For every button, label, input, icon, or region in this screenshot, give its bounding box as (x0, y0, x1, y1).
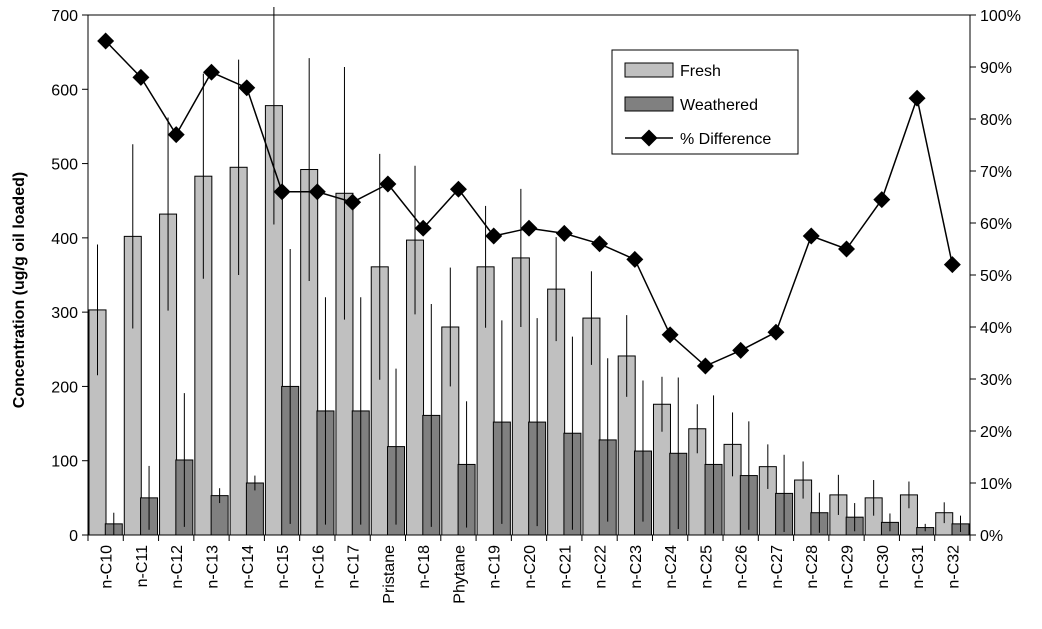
left-tick-label: 700 (51, 8, 78, 25)
x-tick-label: n-C29 (840, 545, 857, 589)
x-tick-label: n-C12 (169, 545, 186, 589)
x-tick-label: n-C26 (734, 545, 751, 589)
left-tick-label: 300 (51, 305, 78, 322)
difference-marker (485, 227, 503, 245)
right-tick-label: 70% (980, 164, 1012, 181)
legend: Fresh Weathered % Difference (611, 49, 799, 155)
legend-label-fresh: Fresh (680, 63, 721, 80)
difference-marker (802, 227, 820, 245)
y-axis-label: Concentration (ug/g oil loaded) (11, 172, 28, 408)
tick-labels: 0 100 200 300 400 500 600 700 0% 10% 20% 30% 40% 50% 6… (51, 8, 1021, 604)
legend-label-weathered: Weathered (680, 97, 758, 114)
right-tick-label: 30% (980, 372, 1012, 389)
difference-marker (202, 63, 220, 81)
x-tick-label: n-C28 (804, 545, 821, 589)
x-tick-label: n-C18 (416, 545, 433, 589)
difference-marker (732, 341, 750, 359)
left-tick-label: 200 (51, 379, 78, 396)
legend-swatch-weathered (624, 96, 674, 112)
left-tick-label: 0 (69, 528, 78, 545)
x-tick-label: n-C22 (593, 545, 610, 589)
x-tick-label: n-C10 (99, 545, 116, 589)
x-tick-label: n-C32 (945, 545, 962, 589)
right-tick-label: 60% (980, 216, 1012, 233)
difference-marker (132, 68, 150, 86)
difference-marker (661, 326, 679, 344)
legend-label-difference: % Difference (680, 131, 771, 148)
x-tick-label: n-C31 (910, 545, 927, 589)
x-tick-label: n-C27 (769, 545, 786, 589)
x-tick-label: n-C11 (134, 545, 151, 587)
difference-marker (626, 250, 644, 268)
weathered-bar (245, 482, 264, 536)
percent-difference-series (97, 32, 961, 375)
difference-marker (555, 224, 573, 242)
difference-marker (908, 89, 926, 107)
x-tick-label: n-C17 (346, 545, 363, 589)
difference-marker (238, 79, 256, 97)
x-tick-label: n-C14 (240, 545, 257, 589)
error-bars (97, 7, 961, 535)
x-tick-label: Pristane (381, 545, 398, 604)
difference-marker (97, 32, 115, 50)
difference-marker (767, 323, 785, 341)
difference-marker (943, 256, 961, 274)
right-tick-label: 10% (980, 476, 1012, 493)
right-tick-label: 50% (980, 268, 1012, 285)
difference-marker (167, 126, 185, 144)
difference-marker (591, 235, 609, 253)
right-tick-label: 40% (980, 320, 1012, 337)
left-tick-label: 400 (51, 231, 78, 248)
x-tick-label: Phytane (451, 545, 468, 604)
x-tick-label: n-C19 (487, 545, 504, 589)
x-tick-label: n-C15 (275, 545, 292, 589)
fresh-series (88, 105, 954, 536)
legend-marker-difference (640, 129, 658, 147)
difference-marker (379, 175, 397, 193)
difference-marker (873, 191, 891, 209)
right-tick-label: 100% (980, 8, 1021, 25)
x-tick-label: n-C20 (522, 545, 539, 589)
difference-marker (344, 193, 362, 211)
left-tick-label: 100 (51, 454, 78, 471)
x-tick-label: n-C21 (557, 545, 574, 589)
right-tick-label: 90% (980, 60, 1012, 77)
difference-marker (838, 240, 856, 258)
difference-marker (520, 219, 538, 237)
legend-swatch-fresh (624, 62, 674, 78)
x-tick-label: n-C23 (628, 545, 645, 589)
left-tick-label: 500 (51, 157, 78, 174)
right-tick-label: 0% (980, 528, 1003, 545)
x-tick-label: n-C13 (204, 545, 221, 589)
right-tick-label: 20% (980, 424, 1012, 441)
difference-marker (308, 183, 326, 201)
difference-marker (273, 183, 291, 201)
x-tick-label: n-C30 (875, 545, 892, 589)
x-tick-label: n-C25 (698, 545, 715, 589)
difference-marker (696, 357, 714, 375)
difference-marker (449, 180, 467, 198)
right-tick-label: 80% (980, 112, 1012, 129)
left-tick-label: 600 (51, 82, 78, 99)
difference-marker (414, 219, 432, 237)
x-tick-label: n-C24 (663, 545, 680, 589)
x-tick-label: n-C16 (310, 545, 327, 589)
